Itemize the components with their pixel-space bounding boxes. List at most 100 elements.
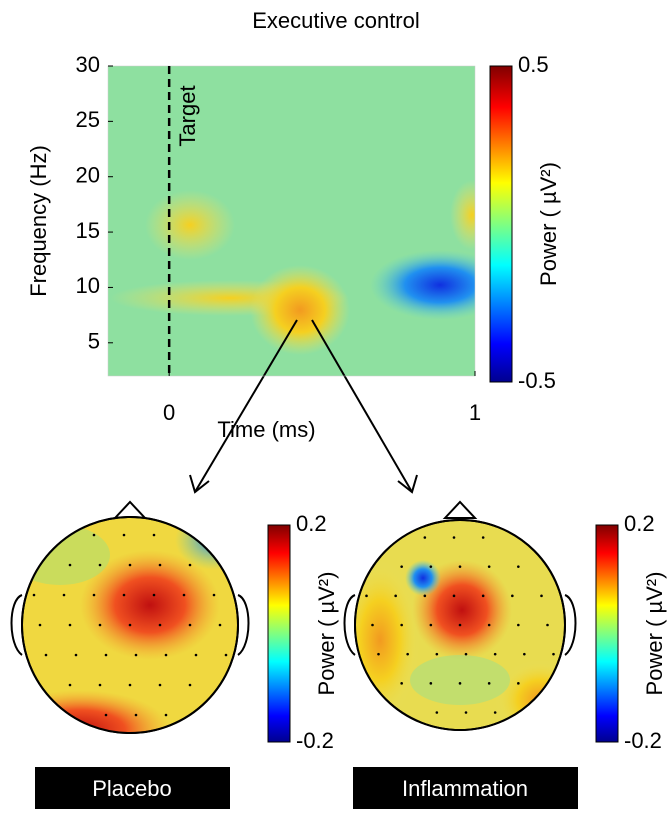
electrode [493,711,497,714]
electrode [423,536,427,539]
panel-label: Inflammation [402,776,528,801]
electrode [487,565,491,568]
electrode [371,623,374,627]
electrode [540,594,543,598]
electrode [164,713,168,717]
label-box [35,767,230,809]
y-tick-label: 30 [76,52,100,77]
electrode [435,652,439,656]
electrode [435,711,439,714]
colorbar-tick-label: -0.2 [296,728,334,753]
electrode [188,623,192,627]
y-tick-label: 25 [76,107,100,132]
y-tick-label: 5 [88,329,100,354]
electrode [68,563,72,567]
electrode [152,533,156,537]
electrode [464,652,468,656]
y-tick-label: 15 [76,218,100,243]
electrode [128,683,132,687]
y-axis-label: Frequency (Hz) [26,145,51,297]
electrode [194,653,198,657]
colorbar-label: Power ( µV²) [314,572,339,696]
electrode [98,623,102,627]
electrode [158,623,162,627]
electrode [92,533,96,537]
x-tick-label: 0 [163,400,175,425]
electrode [122,533,126,537]
electrode [224,653,228,657]
colorbar-tick-label: -0.5 [518,368,556,393]
electrode [517,565,520,568]
electrode [429,682,433,685]
x-axis-label: Time (ms) [217,417,315,442]
electrode [32,593,36,597]
electrode [164,653,168,657]
head-placebo [10,500,250,734]
electrode [429,623,433,627]
annotation: Target [175,85,200,146]
electrode [62,593,66,597]
electrode [517,623,520,627]
electrode [68,623,72,627]
electrode [523,652,526,656]
electrode [517,682,520,685]
colorbar [267,524,291,743]
electrode [104,653,108,657]
electrode [552,652,555,656]
panel-label: Placebo [92,776,172,801]
colorbar-label: Power ( µV²) [642,572,667,696]
electrode [458,682,462,685]
electrode [182,593,186,597]
colorbar-tick-label: 0.5 [518,52,549,77]
y-tick-label: 10 [76,273,100,298]
electrode [38,623,42,627]
colorbar [489,65,513,383]
head-inflammation [343,500,577,731]
electrode [122,593,126,597]
electrode [406,652,409,656]
colorbar-tick-label: 0.2 [296,511,327,536]
electrode [212,593,216,597]
electrode [511,594,514,598]
electrode [44,653,48,657]
plot-frame [107,65,476,377]
arrows [189,319,418,494]
electrode [487,623,491,627]
electrode [218,623,222,627]
electrode [98,683,102,687]
electrode [458,565,462,568]
electrode [423,594,427,598]
colorbar [595,524,619,743]
electrode [487,682,491,685]
electrode [128,623,132,627]
electrode [481,536,485,539]
electrode [452,594,456,598]
electrode [188,563,192,567]
colorbar-tick-label: -0.2 [624,728,662,753]
electrode [394,594,397,598]
electrode [429,565,433,568]
chart-title: Executive control [252,8,420,33]
colorbar-tick-label: 0.2 [624,511,655,536]
electrode [158,683,162,687]
electrode [152,593,156,597]
electrode [104,713,108,717]
electrode [98,563,102,567]
electrode [400,682,403,685]
electrode [92,593,96,597]
electrode [452,536,456,539]
electrode [134,653,138,657]
colorbar-label: Power ( µV²) [536,162,561,286]
electrode [68,683,72,687]
electrode [134,713,138,717]
electrode [400,623,403,627]
electrode [464,711,468,714]
electrode [128,563,132,567]
electrode [400,565,403,568]
electrode [493,652,497,656]
electrode [377,652,380,656]
label-box [353,767,578,809]
electrode [74,653,78,657]
electrode [458,623,462,627]
x-tick-label: 1 [469,400,481,425]
